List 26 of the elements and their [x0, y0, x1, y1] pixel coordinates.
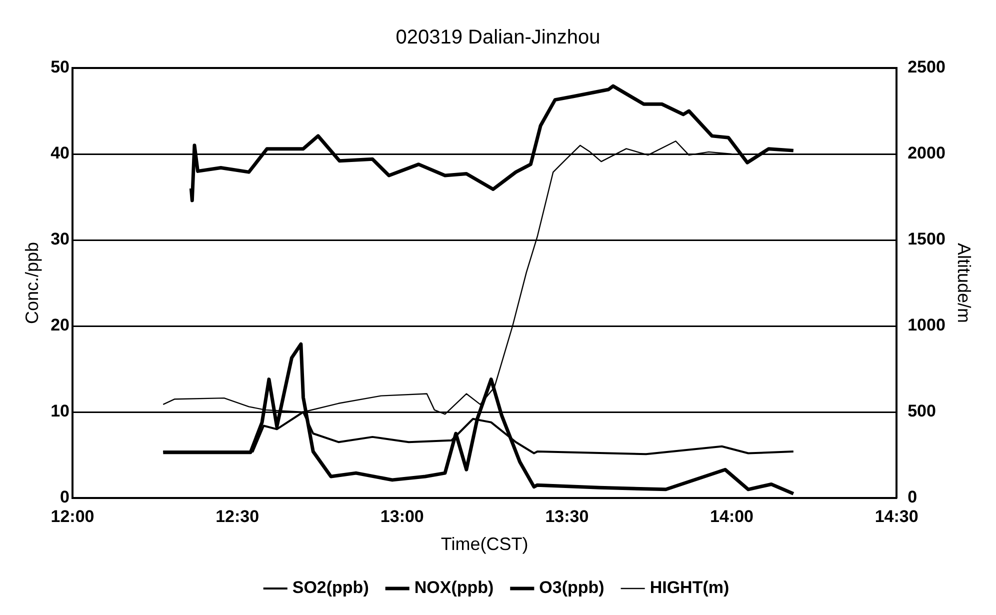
y-tick-label: 30	[50, 230, 70, 249]
y-tick-label: 40	[50, 144, 70, 163]
y-tick-label: 10	[50, 402, 70, 421]
x-tick-label: 12:30	[216, 506, 260, 526]
legend-label: HIGHT(m)	[650, 578, 730, 598]
y-tick-label: 50	[50, 58, 70, 77]
y2-tick-label: 2500	[908, 58, 946, 77]
x-tick-label: 14:00	[710, 506, 754, 526]
y2-tick-label: 500	[908, 402, 936, 421]
y2-tick-label: 2000	[908, 144, 946, 163]
chart-title: 020319 Dalian-Jinzhou	[396, 26, 600, 49]
x-axis-title: Time(CST)	[440, 534, 528, 554]
x-tick-label: 12:00	[50, 506, 94, 526]
y2-axis-title: Altitude/m	[954, 242, 974, 324]
y-axis-title: Conc./ppb	[22, 242, 42, 324]
y2-tick-label: 1000	[908, 316, 946, 335]
legend-label: O3(ppb)	[539, 578, 604, 598]
x-tick-label: 14:30	[874, 506, 918, 526]
legend-label: SO2(ppb)	[292, 578, 369, 598]
y-tick-label: 0	[60, 488, 70, 507]
y2-tick-label: 1500	[908, 230, 946, 249]
y-tick-label: 20	[50, 316, 70, 335]
y2-tick-label: 0	[908, 488, 918, 507]
x-tick-label: 13:00	[380, 506, 424, 526]
x-tick-label: 13:30	[545, 506, 589, 526]
legend-label: NOX(ppb)	[414, 578, 494, 598]
